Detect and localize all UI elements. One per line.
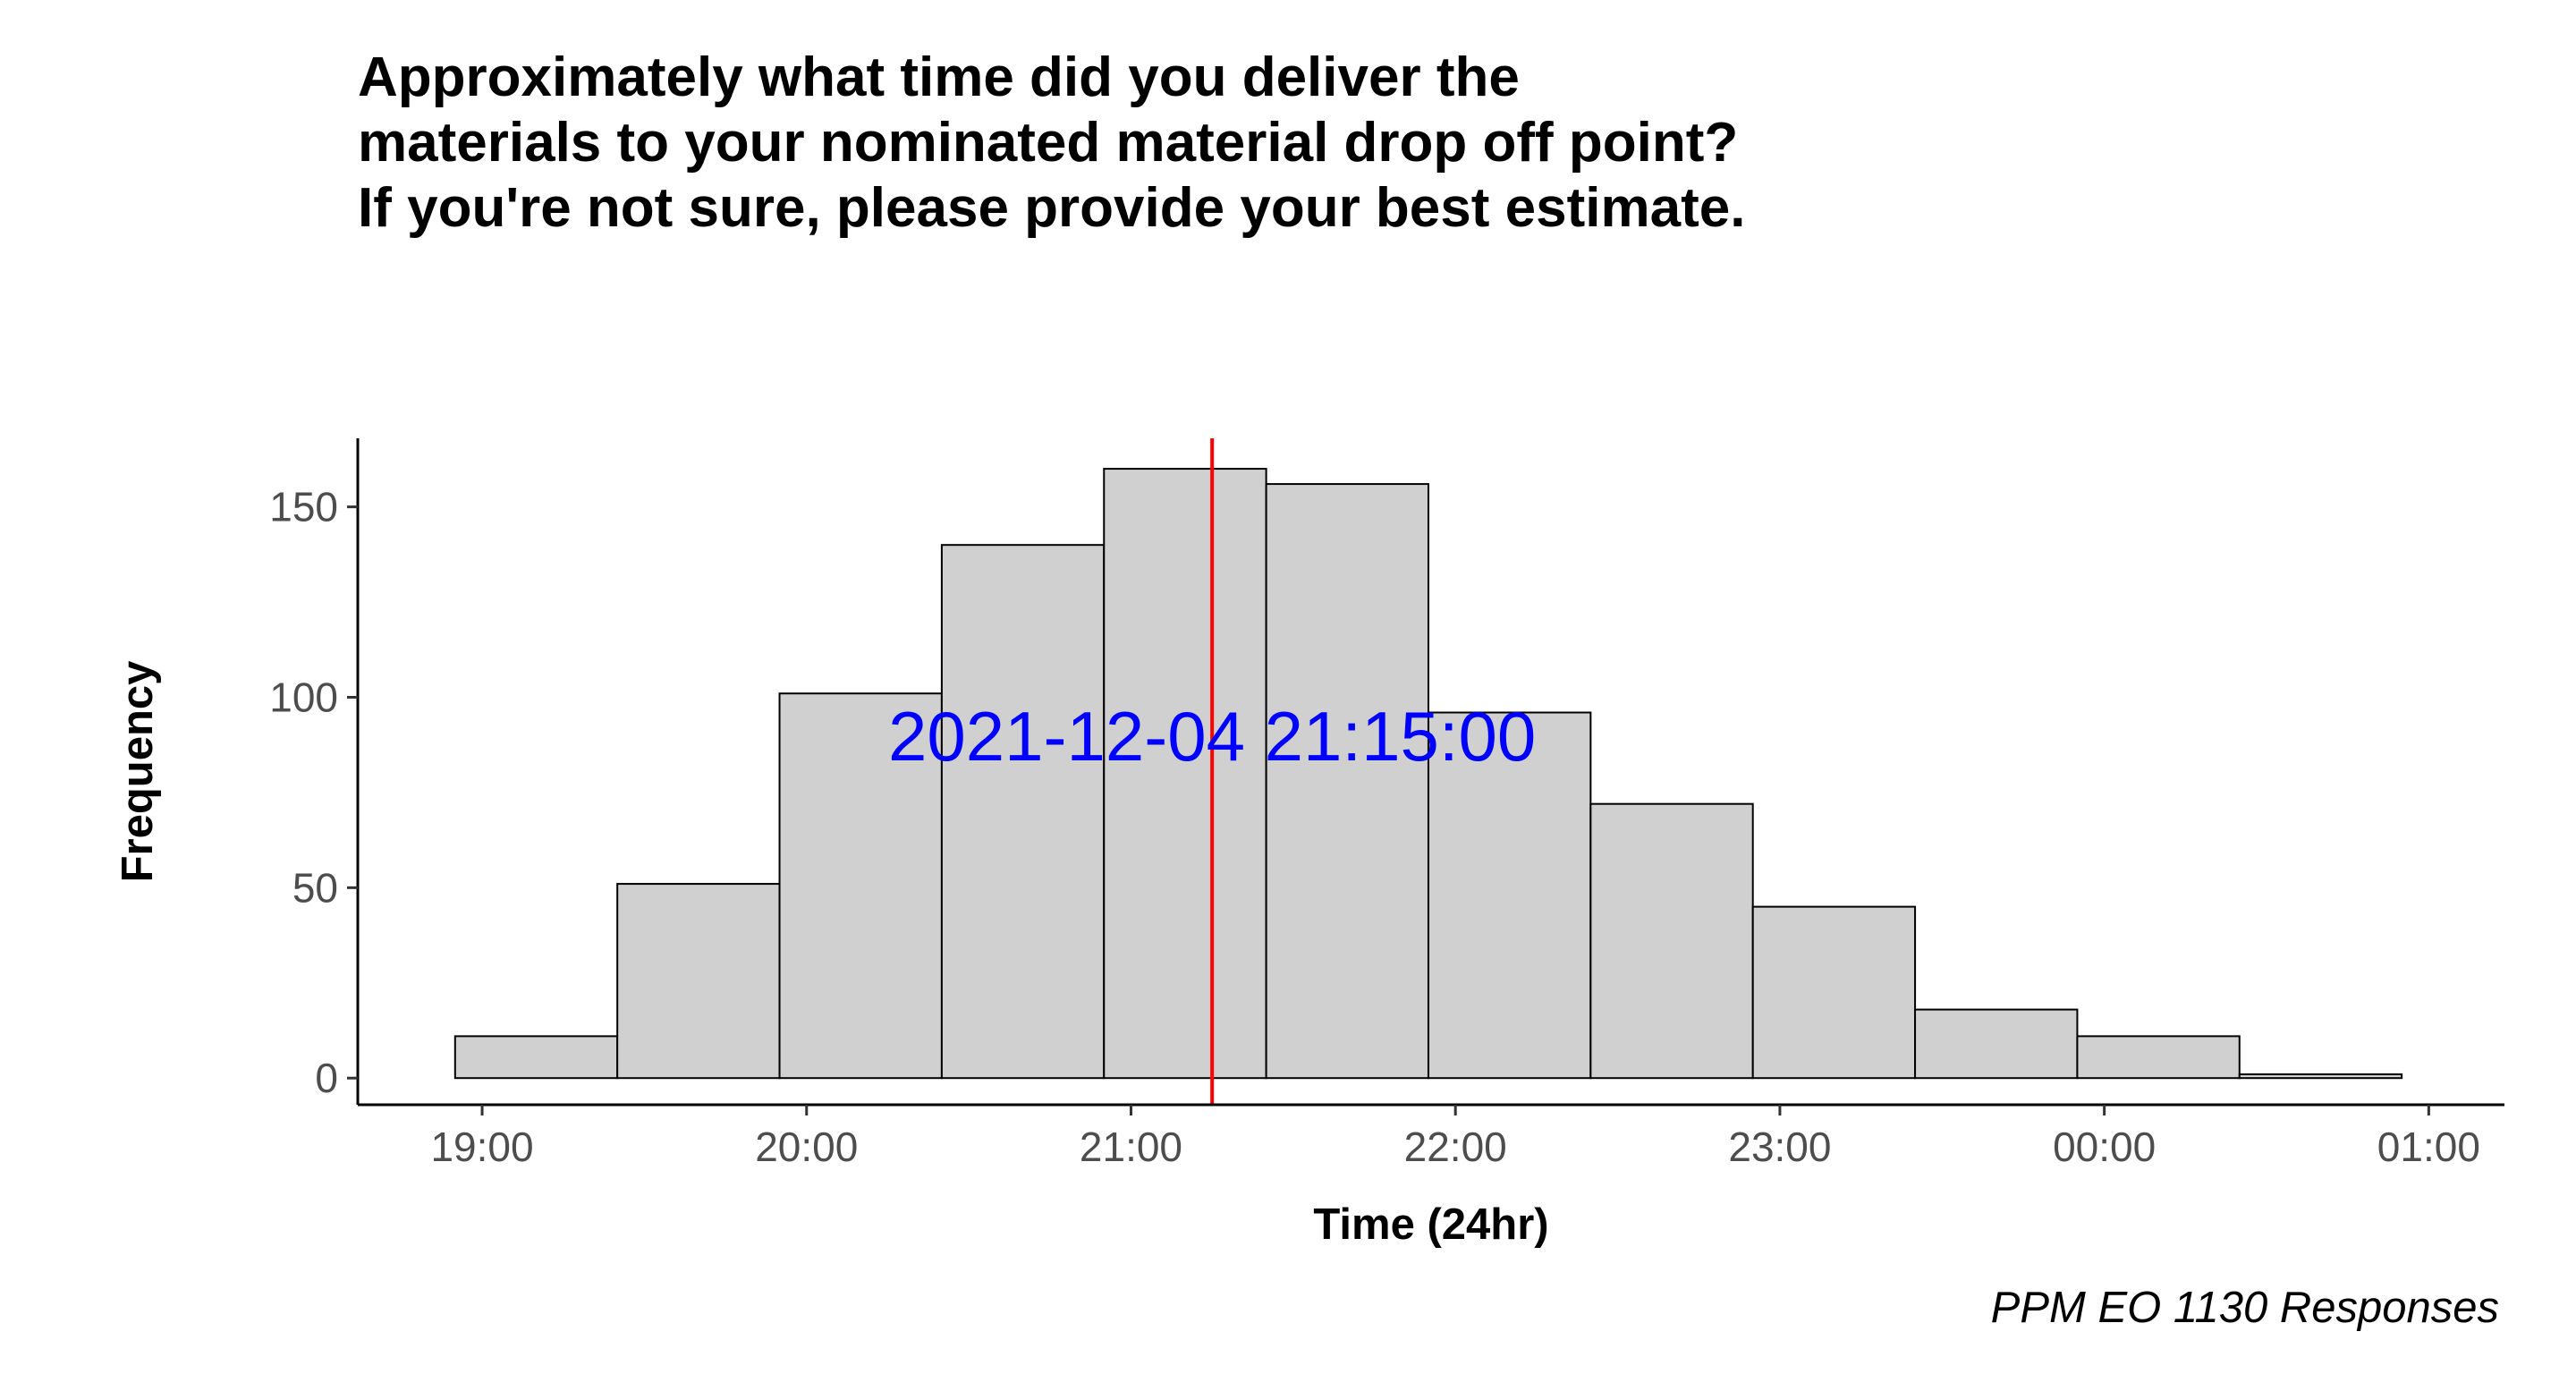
ticks-layer: 0 50 100 150 19:00 20:00 21:00 22:00 23:00 00:00 0…	[269, 484, 2480, 1170]
x-tick-label-2300: 23:00	[1728, 1124, 1831, 1170]
x-tick-label-2100: 21:00	[1080, 1124, 1182, 1170]
chart-title: Approximately what time did you deliver …	[358, 47, 1746, 239]
histogram-bar-2	[616, 883, 781, 1080]
x-axis-title: Time (24hr)	[1313, 1200, 1548, 1249]
histogram-bar-8	[1589, 802, 1754, 1080]
histogram-bar-6	[1265, 483, 1429, 1080]
x-tick-label-1900: 19:00	[430, 1124, 533, 1170]
x-tick-label-0000: 00:00	[2053, 1124, 2156, 1170]
chart-caption: PPM EO 1130 Responses	[1990, 1284, 2499, 1332]
y-axis-title: Frequency	[114, 661, 162, 883]
histogram-bar-12	[2238, 1073, 2403, 1080]
bars-layer	[453, 468, 2403, 1080]
histogram-bar-9	[1751, 905, 1917, 1080]
histogram-bar-11	[2076, 1035, 2241, 1080]
x-tick-label-2200: 22:00	[1404, 1124, 1507, 1170]
histogram-bar-7	[1427, 711, 1592, 1080]
histogram-bar-4	[940, 544, 1106, 1080]
histogram-bar-10	[1914, 1008, 2079, 1080]
x-tick-label-0100: 01:00	[2377, 1124, 2480, 1170]
histogram-bar-3	[778, 692, 943, 1080]
x-tick-label-2000: 20:00	[755, 1124, 858, 1170]
axes-layer	[356, 438, 2504, 1107]
histogram-bar-1	[453, 1035, 619, 1080]
reference-layer: 2021-12-04 21:15:00	[888, 438, 1536, 1105]
histogram-bar-5	[1103, 468, 1267, 1080]
y-tick-label-100: 100	[269, 674, 338, 720]
y-tick-label-50: 50	[292, 864, 338, 911]
y-tick-label-150: 150	[269, 484, 338, 530]
y-tick-label-0: 0	[315, 1055, 338, 1101]
reference-line-label: 2021-12-04 21:15:00	[888, 697, 1536, 776]
